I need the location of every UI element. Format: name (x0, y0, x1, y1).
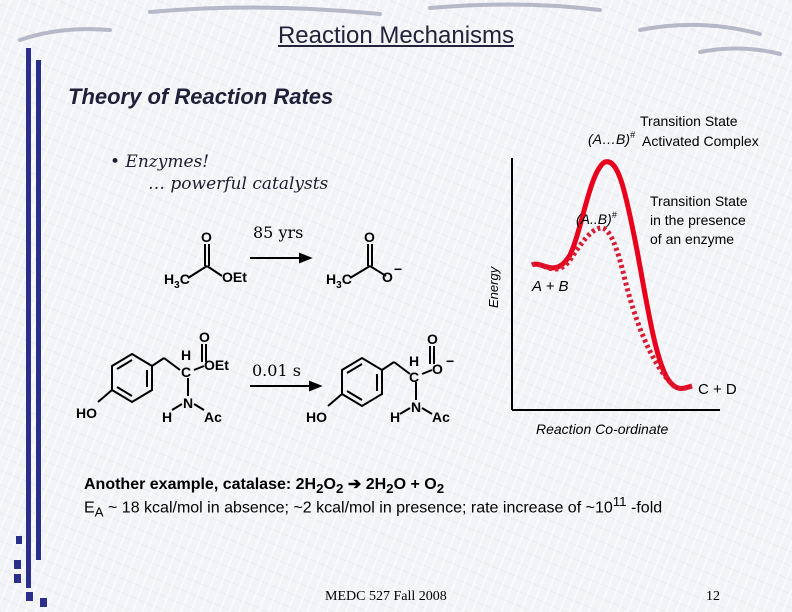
ts-enzyme-line1: Transition State (650, 193, 748, 209)
ester-hydrolysis-scheme: O H3C OEt 85 yrs O H3C O − (164, 223, 402, 291)
products-label: C + D (698, 381, 737, 398)
reaction-time-fast: 0.01 s (252, 361, 301, 380)
carbonyl-o-bottom-right: O (427, 331, 438, 347)
bullet-catalysts: … powerful catalysts (148, 174, 329, 194)
ts-enzyme-symbol: (A..B)# (576, 210, 618, 227)
activated-complex-label: Activated Complex (642, 133, 759, 149)
top-swooshes (18, 2, 782, 56)
energy-axis-label: Energy (486, 265, 501, 308)
carboxylate-o: O (382, 269, 393, 285)
hydroxyl-left: HO (76, 405, 97, 421)
carboxylate-o-bottom: O (432, 361, 443, 377)
slide-title: Reaction Mechanisms (277, 22, 515, 49)
ts-label-line1: Transition State (640, 113, 738, 129)
alpha-h-right: H (409, 353, 419, 369)
reaction-arrow-icon: ➔ (347, 476, 362, 493)
ts-enzyme-line3: of an enzyme (650, 231, 734, 247)
ts-symbol: (A…B)# (588, 130, 636, 147)
carbonyl-o-bottom-left: O (199, 330, 210, 345)
alpha-h-left: H (181, 347, 191, 363)
enzyme-hydrolysis-scheme: HO H C O OEt N H Ac 0.01 s HO H C O O − … (76, 330, 454, 425)
left-decor-bar (14, 48, 47, 607)
activation-energy-line: EA ~ 18 kcal/mol in absence; ~2 kcal/mol… (84, 494, 663, 520)
footer-course: MEDC 527 Fall 2008 (325, 589, 447, 604)
reactants-label: A + B (531, 278, 569, 295)
catalase-example: Another example, catalase: 2H2O2 ➔ 2H2O … (84, 476, 445, 497)
amide-n-left: N (183, 395, 193, 411)
negative-charge-top: − (394, 261, 402, 277)
hydroxyl-right: HO (306, 409, 327, 425)
amide-h-right: H (390, 409, 400, 425)
acetyl-right: Ac (432, 409, 450, 425)
slide-subtitle: Theory of Reaction Rates (68, 84, 334, 109)
amide-n-right: N (411, 399, 421, 415)
negative-charge-bottom: − (446, 353, 454, 369)
ts-enzyme-line2: in the presence (650, 212, 746, 228)
alpha-c-left: C (181, 364, 191, 380)
ethoxy-group: OEt (222, 269, 247, 285)
acetyl-left: Ac (204, 409, 222, 425)
carbonyl-o-left: O (201, 229, 212, 245)
bullet-enzymes: • Enzymes! (110, 152, 210, 172)
methyl-right: H3C (326, 271, 352, 291)
alpha-c-right: C (409, 369, 419, 385)
energy-diagram: Energy Reaction Co-ordinate Transition S… (486, 113, 759, 437)
amide-h-left: H (162, 409, 172, 425)
reaction-time-slow: 85 yrs (253, 223, 303, 242)
reaction-coordinate-label: Reaction Co-ordinate (536, 421, 669, 437)
ethoxy-bottom: OEt (204, 357, 229, 373)
methyl-left: H3C (164, 271, 190, 291)
catalyzed-curve (530, 225, 693, 391)
carbonyl-o-right: O (364, 229, 375, 245)
footer-page-number: 12 (706, 589, 720, 604)
